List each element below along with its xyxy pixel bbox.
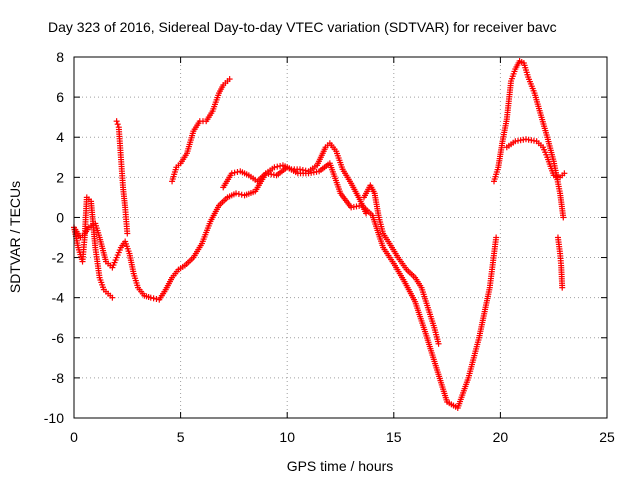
y-tick-label: -6 xyxy=(52,330,65,346)
data-point xyxy=(228,170,235,177)
x-axis-label: GPS time / hours xyxy=(287,458,394,474)
data-point xyxy=(231,169,238,176)
grid-layer xyxy=(74,57,607,418)
y-tick-label: 4 xyxy=(56,129,64,145)
data-point xyxy=(296,166,303,173)
y-tick-label: -2 xyxy=(52,250,65,266)
data-points xyxy=(71,58,568,411)
x-tick-label: 15 xyxy=(386,429,402,445)
data-point xyxy=(226,76,233,83)
y-tick-label: -8 xyxy=(52,370,65,386)
plot-frame xyxy=(73,56,608,419)
x-tick-label: 25 xyxy=(599,429,615,445)
data-point xyxy=(302,167,309,174)
data-point xyxy=(150,295,157,302)
x-tick-label: 5 xyxy=(177,429,185,445)
data-point xyxy=(561,170,568,177)
data-point xyxy=(435,340,442,347)
data-point xyxy=(363,210,370,217)
chart-title: Day 323 of 2016, Sidereal Day-to-day VTE… xyxy=(48,19,557,35)
data-point xyxy=(153,296,160,303)
data-point xyxy=(235,191,242,198)
x-tick-label: 10 xyxy=(279,429,295,445)
data-point xyxy=(271,164,278,171)
y-tick-label: -4 xyxy=(52,290,65,306)
y-tick-label: 8 xyxy=(56,49,64,65)
x-tick-label: 20 xyxy=(493,429,509,445)
data-point xyxy=(233,190,240,197)
y-tick-label: 6 xyxy=(56,89,64,105)
x-tick-label: 0 xyxy=(70,429,78,445)
data-point xyxy=(560,214,567,221)
tick-layer: 0 5 10 15 20 25 -10 -8 -6 -4 -2 0 2 4 6 8 xyxy=(44,49,615,445)
data-point xyxy=(299,166,306,173)
y-tick-label: 0 xyxy=(56,209,64,225)
data-point xyxy=(114,121,121,128)
data-point xyxy=(113,118,120,125)
data-point xyxy=(109,294,116,301)
y-axis-label: SDTVAR / TECUs xyxy=(7,181,23,293)
data-point xyxy=(559,284,566,291)
y-tick-label: -10 xyxy=(44,410,64,426)
y-tick-label: 2 xyxy=(56,169,64,185)
data-point xyxy=(147,294,154,301)
data-point xyxy=(274,163,281,170)
data-point xyxy=(493,234,500,241)
data-point xyxy=(124,230,131,237)
